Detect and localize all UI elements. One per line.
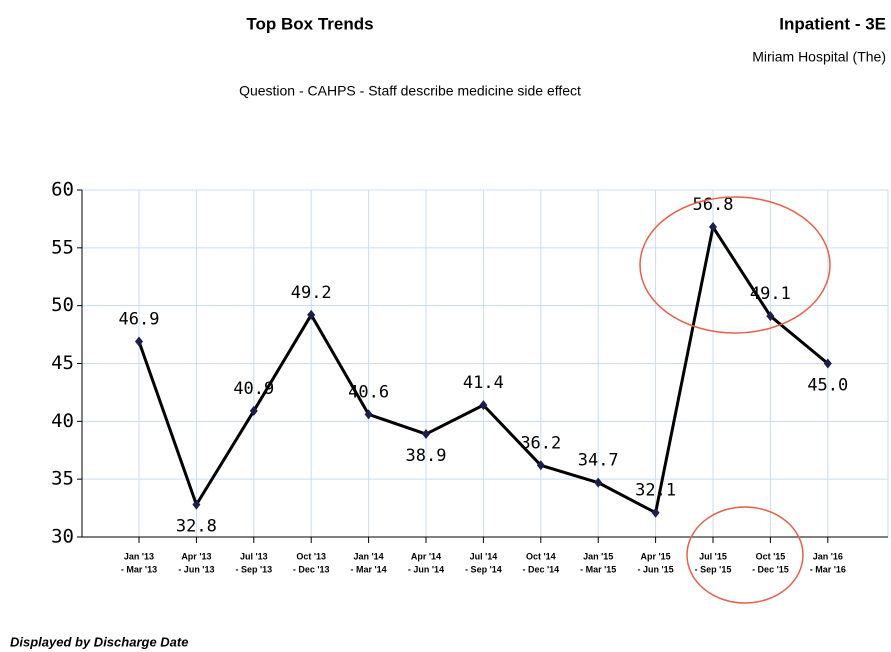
- x-tick-label: - Sep '13: [235, 564, 272, 574]
- subtitle: Question - CAHPS - Staff describe medici…: [239, 83, 581, 99]
- value-label: 34.7: [578, 451, 619, 471]
- marker: [823, 358, 832, 369]
- highlight-circle: [639, 196, 831, 334]
- marker: [192, 499, 201, 510]
- x-tick-label: Apr '13: [181, 551, 211, 561]
- x-tick-label: - Mar '14: [351, 564, 387, 574]
- value-label: 49.1: [750, 284, 791, 304]
- x-tick-label: - Jun '14: [408, 564, 444, 574]
- title: Top Box Trends: [246, 14, 373, 33]
- marker: [422, 429, 430, 440]
- x-tick-label: - Mar '13: [121, 564, 157, 574]
- y-tick-label: 35: [51, 468, 74, 490]
- y-tick-label: 55: [51, 236, 74, 258]
- footer: Displayed by Discharge Date: [10, 634, 188, 649]
- x-tick-label: - Mar '16: [810, 564, 846, 574]
- x-tick-label: - Mar '15: [580, 564, 616, 574]
- facility: Miriam Hospital (The): [752, 49, 886, 65]
- marker: [766, 311, 775, 322]
- y-tick-label: 60: [51, 179, 74, 201]
- x-tick-label: - Sep '14: [465, 564, 502, 574]
- y-tick-label: 50: [51, 294, 74, 316]
- marker: [709, 222, 717, 233]
- highlight-circle: [686, 506, 804, 604]
- x-tick-label: Jan '13: [124, 551, 154, 561]
- y-tick-label: 40: [51, 410, 74, 432]
- marker: [479, 400, 488, 411]
- x-tick-label: - Sep '15: [695, 564, 732, 574]
- x-tick-label: Jul '14: [470, 551, 498, 561]
- x-tick-label: - Jun '13: [178, 564, 214, 574]
- x-tick-label: Oct '15: [756, 551, 786, 561]
- marker: [536, 460, 545, 471]
- y-tick-label: 45: [51, 352, 74, 374]
- plot: 30 35 40 45 50 55 60 Jan '13 - Mar '13 Apr '13 - J…: [51, 179, 889, 574]
- marker: [249, 405, 258, 416]
- value-label: 45.0: [807, 376, 848, 396]
- x-tick-label: Oct '14: [526, 551, 556, 561]
- value-label: 56.8: [693, 195, 734, 215]
- y-tick-label: 30: [51, 526, 74, 548]
- x-tick-label: Jul '13: [240, 551, 268, 561]
- value-label: 49.2: [291, 283, 332, 303]
- marker: [307, 309, 316, 320]
- value-label: 38.9: [406, 446, 447, 466]
- value-label: 46.9: [119, 310, 160, 330]
- value-label: 40.9: [233, 379, 274, 399]
- x-tick-label: Oct '13: [296, 551, 326, 561]
- x-tick-label: Jul '15: [699, 551, 727, 561]
- unit: Inpatient - 3E: [779, 14, 886, 33]
- value-label: 41.4: [463, 373, 504, 393]
- x-tick-label: - Dec '15: [752, 564, 789, 574]
- x-tick-label: - Dec '14: [522, 564, 559, 574]
- marker: [651, 507, 660, 518]
- value-label: 40.6: [348, 382, 389, 402]
- value-label: 32.1: [635, 481, 676, 501]
- x-tick-label: Apr '15: [641, 551, 671, 561]
- x-tick-label: - Jun '15: [638, 564, 674, 574]
- value-label: 36.2: [520, 433, 561, 453]
- marker: [135, 336, 143, 347]
- x-tick-label: Apr '14: [411, 551, 441, 561]
- x-tick-label: Jan '15: [583, 551, 613, 561]
- x-tick-label: - Dec '13: [293, 564, 330, 574]
- x-tick-label: Jan '16: [813, 551, 843, 561]
- x-tick-label: Jan '14: [354, 551, 384, 561]
- value-label: 32.8: [176, 517, 217, 537]
- marker: [594, 477, 603, 488]
- marker: [364, 409, 373, 420]
